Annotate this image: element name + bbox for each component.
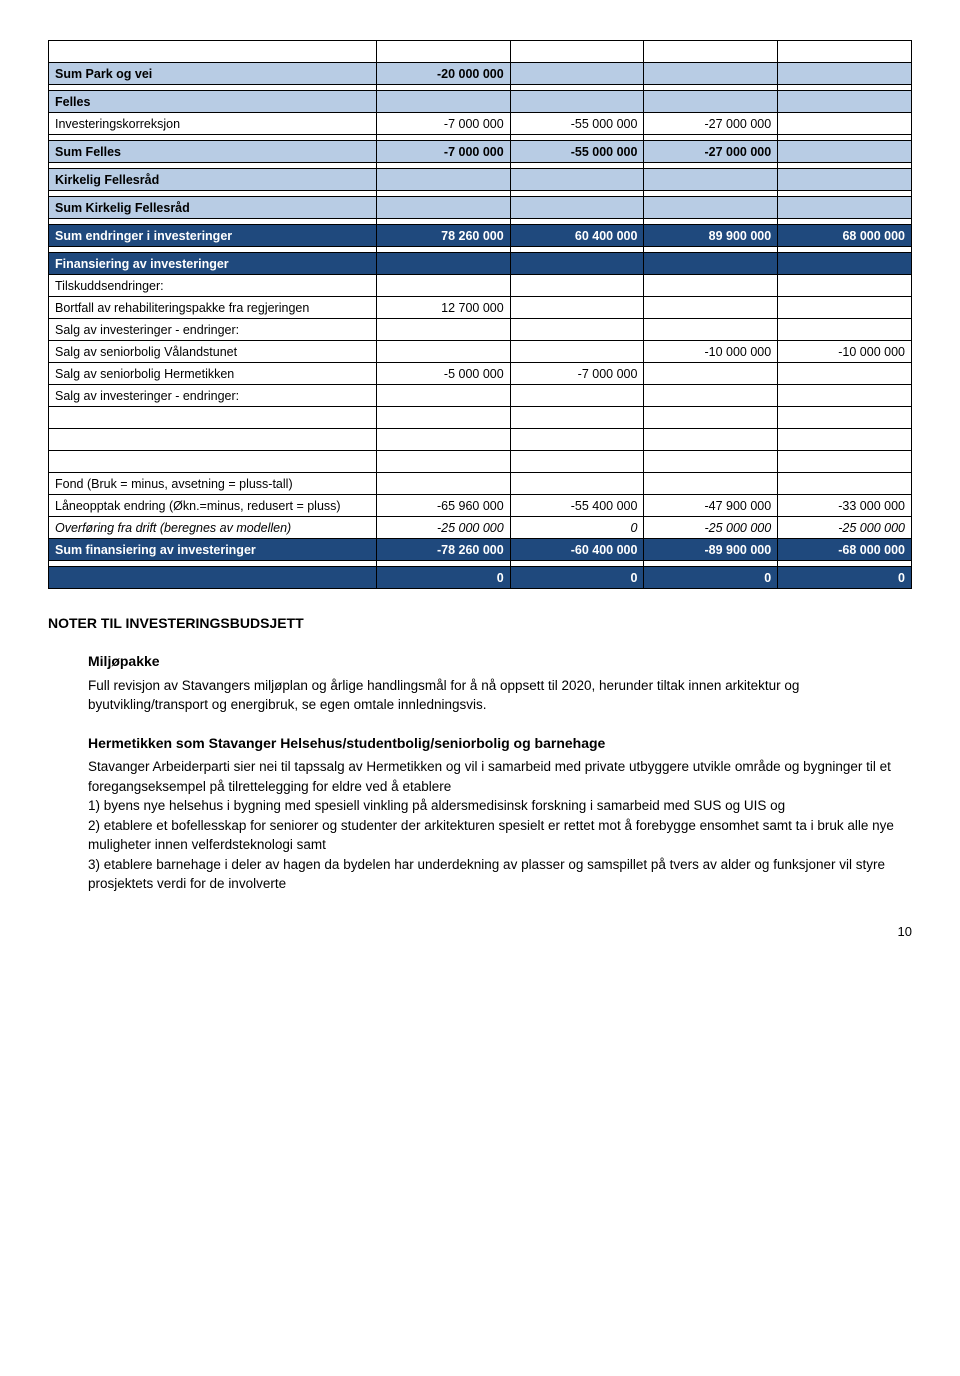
row-overforing: Overføring fra drift (beregnes av modell… — [49, 517, 912, 539]
cell-value: -27 000 000 — [644, 141, 778, 163]
cell-value: -25 000 000 — [778, 517, 912, 539]
cell-value: -10 000 000 — [778, 341, 912, 363]
cell-label: Salg av seniorbolig Hermetikken — [49, 363, 377, 385]
cell-label: Felles — [49, 91, 377, 113]
cell-value: 60 400 000 — [510, 225, 644, 247]
cell-value: -25 000 000 — [376, 517, 510, 539]
page-number: 10 — [48, 924, 912, 939]
cell-value: -5 000 000 — [376, 363, 510, 385]
row-sum-park-vei: Sum Park og vei -20 000 000 — [49, 63, 912, 85]
miljo-heading: Miljøpakke — [88, 651, 912, 671]
cell-label: Salg av seniorbolig Vålandstunet — [49, 341, 377, 363]
row-salg-endringer-1: Salg av investeringer - endringer: — [49, 319, 912, 341]
cell-value: -33 000 000 — [778, 495, 912, 517]
row-zeros: 0 0 0 0 — [49, 567, 912, 589]
cell-label: Låneopptak endring (Økn.=minus, redusert… — [49, 495, 377, 517]
cell-value: -89 900 000 — [644, 539, 778, 561]
cell-value: -7 000 000 — [376, 113, 510, 135]
cell-value: -55 000 000 — [510, 141, 644, 163]
hermetikken-text: Stavanger Arbeiderparti sier nei til tap… — [88, 757, 912, 894]
cell-value: -25 000 000 — [644, 517, 778, 539]
cell-value: -7 000 000 — [510, 363, 644, 385]
noter-heading: NOTER TIL INVESTERINGSBUDSJETT — [48, 613, 912, 633]
row-sum-kirkelig: Sum Kirkelig Fellesråd — [49, 197, 912, 219]
hermetikken-heading: Hermetikken som Stavanger Helsehus/stude… — [88, 733, 912, 753]
row-sum-endringer: Sum endringer i investeringer 78 260 000… — [49, 225, 912, 247]
cell-label: Finansiering av investeringer — [49, 253, 377, 275]
cell-value: 89 900 000 — [644, 225, 778, 247]
cell-value: -55 400 000 — [510, 495, 644, 517]
row-laneopptak: Låneopptak endring (Økn.=minus, redusert… — [49, 495, 912, 517]
cell-label: Tilskuddsendringer: — [49, 275, 377, 297]
row-bortfall: Bortfall av rehabiliteringspakke fra reg… — [49, 297, 912, 319]
cell-label: Sum Kirkelig Fellesråd — [49, 197, 377, 219]
row-finansiering-header: Finansiering av investeringer — [49, 253, 912, 275]
cell-label: Sum endringer i investeringer — [49, 225, 377, 247]
miljo-text: Full revisjon av Stavangers miljøplan og… — [88, 676, 912, 715]
blank-row — [49, 41, 912, 63]
cell-value: -65 960 000 — [376, 495, 510, 517]
cell-value: -20 000 000 — [376, 63, 510, 85]
cell-value: 78 260 000 — [376, 225, 510, 247]
cell-label: Salg av investeringer - endringer: — [49, 385, 377, 407]
cell-value: 0 — [376, 567, 510, 589]
body-text: NOTER TIL INVESTERINGSBUDSJETT Miljøpakk… — [48, 613, 912, 894]
row-sum-finansiering: Sum finansiering av investeringer -78 26… — [49, 539, 912, 561]
row-fond: Fond (Bruk = minus, avsetning = pluss-ta… — [49, 473, 912, 495]
cell-label: Kirkelig Fellesråd — [49, 169, 377, 191]
row-sum-felles: Sum Felles -7 000 000 -55 000 000 -27 00… — [49, 141, 912, 163]
row-felles-header: Felles — [49, 91, 912, 113]
cell-value: 0 — [510, 567, 644, 589]
cell-value: -60 400 000 — [510, 539, 644, 561]
row-salg-endringer-2: Salg av investeringer - endringer: — [49, 385, 912, 407]
cell-label: Bortfall av rehabiliteringspakke fra reg… — [49, 297, 377, 319]
cell-value: -7 000 000 — [376, 141, 510, 163]
cell-value: 0 — [778, 567, 912, 589]
blank-row — [49, 451, 912, 473]
cell-label: Sum finansiering av investeringer — [49, 539, 377, 561]
cell-label: Investeringskorreksjon — [49, 113, 377, 135]
row-hermetikken: Salg av seniorbolig Hermetikken -5 000 0… — [49, 363, 912, 385]
row-tilskudd: Tilskuddsendringer: — [49, 275, 912, 297]
budget-table: Sum Park og vei -20 000 000 Felles Inves… — [48, 40, 912, 589]
row-investeringskorreksjon: Investeringskorreksjon -7 000 000 -55 00… — [49, 113, 912, 135]
cell-value: -78 260 000 — [376, 539, 510, 561]
cell-value: -47 900 000 — [644, 495, 778, 517]
cell-label: Sum Felles — [49, 141, 377, 163]
cell-label: Overføring fra drift (beregnes av modell… — [49, 517, 377, 539]
cell-value: -55 000 000 — [510, 113, 644, 135]
cell-label: Salg av investeringer - endringer: — [49, 319, 377, 341]
cell-value: -27 000 000 — [644, 113, 778, 135]
cell-label: Fond (Bruk = minus, avsetning = pluss-ta… — [49, 473, 377, 495]
cell-label: Sum Park og vei — [49, 63, 377, 85]
cell-value: -68 000 000 — [778, 539, 912, 561]
cell-value: 0 — [644, 567, 778, 589]
row-valandstunet: Salg av seniorbolig Vålandstunet -10 000… — [49, 341, 912, 363]
cell-value: 0 — [510, 517, 644, 539]
blank-row — [49, 429, 912, 451]
row-kirkelig-header: Kirkelig Fellesråd — [49, 169, 912, 191]
blank-row — [49, 407, 912, 429]
cell-value: 12 700 000 — [376, 297, 510, 319]
cell-value: 68 000 000 — [778, 225, 912, 247]
cell-value: -10 000 000 — [644, 341, 778, 363]
